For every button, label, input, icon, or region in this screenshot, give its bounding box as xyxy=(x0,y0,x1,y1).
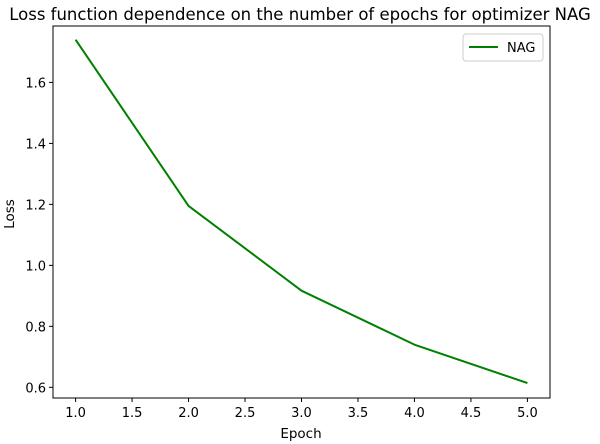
y-axis-label: Loss xyxy=(2,199,18,229)
chart-title: Loss function dependence on the number o… xyxy=(9,5,591,24)
legend: NAG xyxy=(462,33,544,62)
x-tick-label: 2.5 xyxy=(235,406,256,421)
x-tick-label: 1.0 xyxy=(65,406,86,421)
x-tick-label: 4.5 xyxy=(461,406,482,421)
series-line-nag xyxy=(74,39,528,385)
data-point xyxy=(414,344,415,345)
x-axis: 1.0 1.5 2.0 2.5 3.0 3.5 4.0 4.5 5.0 xyxy=(65,398,538,421)
data-point xyxy=(188,205,189,206)
y-tick-label: 1.4 xyxy=(25,137,46,152)
data-point xyxy=(301,290,302,291)
legend-box xyxy=(462,33,544,62)
y-tick-label: 1.6 xyxy=(25,76,46,91)
y-tick-label: 1.2 xyxy=(25,198,46,213)
plot-area xyxy=(74,39,528,385)
y-axis: 0.6 0.8 1.0 1.2 1.4 1.6 xyxy=(25,76,53,396)
y-tick-label: 0.6 xyxy=(25,381,46,396)
x-axis-label: Epoch xyxy=(280,426,321,442)
legend-label-nag: NAG xyxy=(507,41,535,56)
x-tick-label: 3.0 xyxy=(291,406,312,421)
y-tick-label: 0.8 xyxy=(25,320,46,335)
data-point xyxy=(527,383,528,384)
x-tick-label: 2.0 xyxy=(178,406,199,421)
x-tick-label: 5.0 xyxy=(517,406,538,421)
data-point xyxy=(75,39,76,40)
x-tick-label: 4.0 xyxy=(404,406,425,421)
x-tick-label: 3.5 xyxy=(348,406,369,421)
x-tick-label: 1.5 xyxy=(122,406,143,421)
y-tick-label: 1.0 xyxy=(25,259,46,274)
